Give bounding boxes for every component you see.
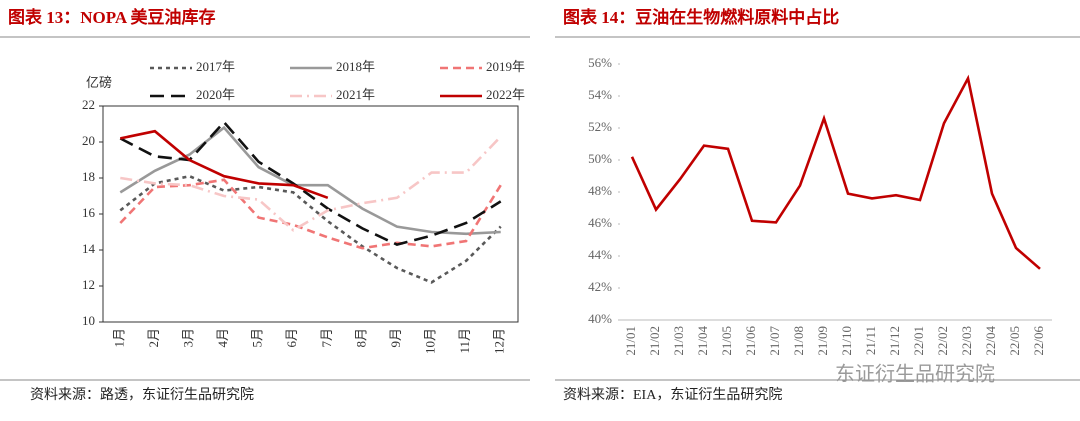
chart-title: 图表 13：NOPA 美豆油库存 <box>8 7 215 27</box>
x-tick-label: 8月 <box>353 328 368 348</box>
source: 资料来源：路透，东证衍生品研究院 <box>30 387 254 403</box>
x-tick-label: 6月 <box>284 328 299 348</box>
legend-label: 2020年 <box>196 87 235 102</box>
legend-label: 2022年 <box>486 87 525 102</box>
series-line <box>119 174 502 284</box>
legend-label: 2017年 <box>196 59 235 74</box>
y-tick-label: 12 <box>82 277 95 292</box>
legend-label: 2021年 <box>336 87 375 102</box>
series-line <box>119 178 502 250</box>
y-tick-label: 16 <box>82 205 96 220</box>
x-tick-label: 22/06 <box>1031 326 1046 356</box>
x-tick-label: 21/12 <box>887 326 902 356</box>
x-tick-label: 21/11 <box>863 326 878 355</box>
source: 资料来源：EIA，东证衍生品研究院 <box>563 387 782 403</box>
series-line <box>630 74 1041 270</box>
x-tick-label: 7月 <box>319 328 334 348</box>
watermark: 东证衍生品研究院 <box>835 363 995 386</box>
x-tick-label: 12月 <box>492 328 507 354</box>
y-tick-label: 18 <box>82 169 95 184</box>
x-tick-label: 22/05 <box>1007 326 1022 356</box>
x-tick-label: 5月 <box>250 328 265 348</box>
y-tick-label: 44% <box>588 247 612 262</box>
x-tick-label: 9月 <box>388 328 403 348</box>
x-tick-label: 22/02 <box>935 326 950 356</box>
x-tick-label: 3月 <box>180 328 195 348</box>
x-tick-label: 21/06 <box>743 326 758 356</box>
y-tick-label: 54% <box>588 87 612 102</box>
x-tick-label: 21/07 <box>767 326 782 356</box>
x-tick-label: 21/05 <box>719 326 734 356</box>
x-tick-label: 21/02 <box>647 326 662 356</box>
x-tick-label: 21/08 <box>791 326 806 356</box>
chart-title: 图表 14：豆油在生物燃料原料中占比 <box>563 7 839 27</box>
series-line <box>119 125 501 236</box>
y-tick-label: 52% <box>588 119 612 134</box>
legend-label: 2018年 <box>336 59 375 74</box>
x-tick-label: 4月 <box>215 328 230 348</box>
x-tick-label: 1月 <box>111 328 126 348</box>
x-tick-label: 2月 <box>146 328 161 348</box>
y-axis-label: 亿磅 <box>86 75 112 90</box>
x-tick-label: 22/03 <box>959 326 974 356</box>
x-tick-label: 22/04 <box>983 326 998 356</box>
x-tick-label: 21/10 <box>839 326 854 356</box>
x-tick-label: 21/09 <box>815 326 830 356</box>
y-tick-label: 42% <box>588 279 612 294</box>
y-tick-label: 22 <box>82 97 95 112</box>
x-tick-label: 11月 <box>457 328 472 354</box>
x-tick-label: 21/04 <box>695 326 710 356</box>
y-tick-label: 48% <box>588 183 612 198</box>
y-tick-label: 40% <box>588 311 612 326</box>
x-tick-label: 22/01 <box>911 326 926 356</box>
y-tick-label: 46% <box>588 215 612 230</box>
series-line <box>120 129 329 200</box>
x-tick-label: 21/01 <box>623 326 638 356</box>
series-line <box>120 135 502 232</box>
legend-label: 2019年 <box>486 59 525 74</box>
y-tick-label: 10 <box>82 313 95 328</box>
y-tick-label: 14 <box>82 241 96 256</box>
y-tick-label: 56% <box>588 55 612 70</box>
y-tick-label: 50% <box>588 151 612 166</box>
series-line <box>119 120 502 246</box>
x-tick-label: 10月 <box>423 328 438 354</box>
x-tick-label: 21/03 <box>671 326 686 356</box>
y-tick-label: 20 <box>82 133 95 148</box>
